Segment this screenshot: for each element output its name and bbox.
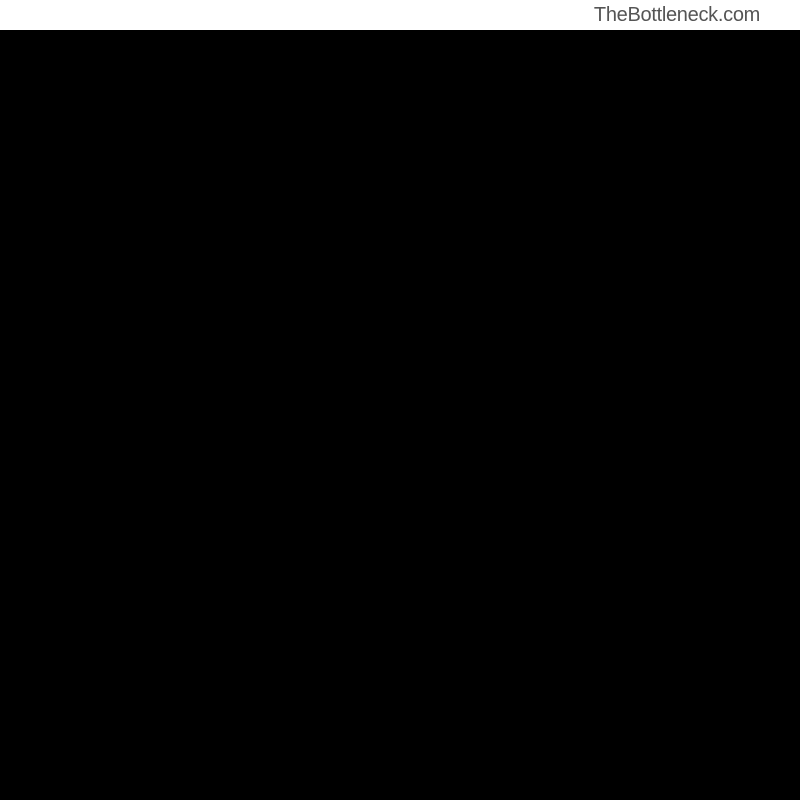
chart-frame xyxy=(0,30,800,800)
crosshair-overlay xyxy=(42,42,758,758)
chart-container: TheBottleneck.com xyxy=(0,0,800,800)
attribution-label: TheBottleneck.com xyxy=(594,4,760,27)
